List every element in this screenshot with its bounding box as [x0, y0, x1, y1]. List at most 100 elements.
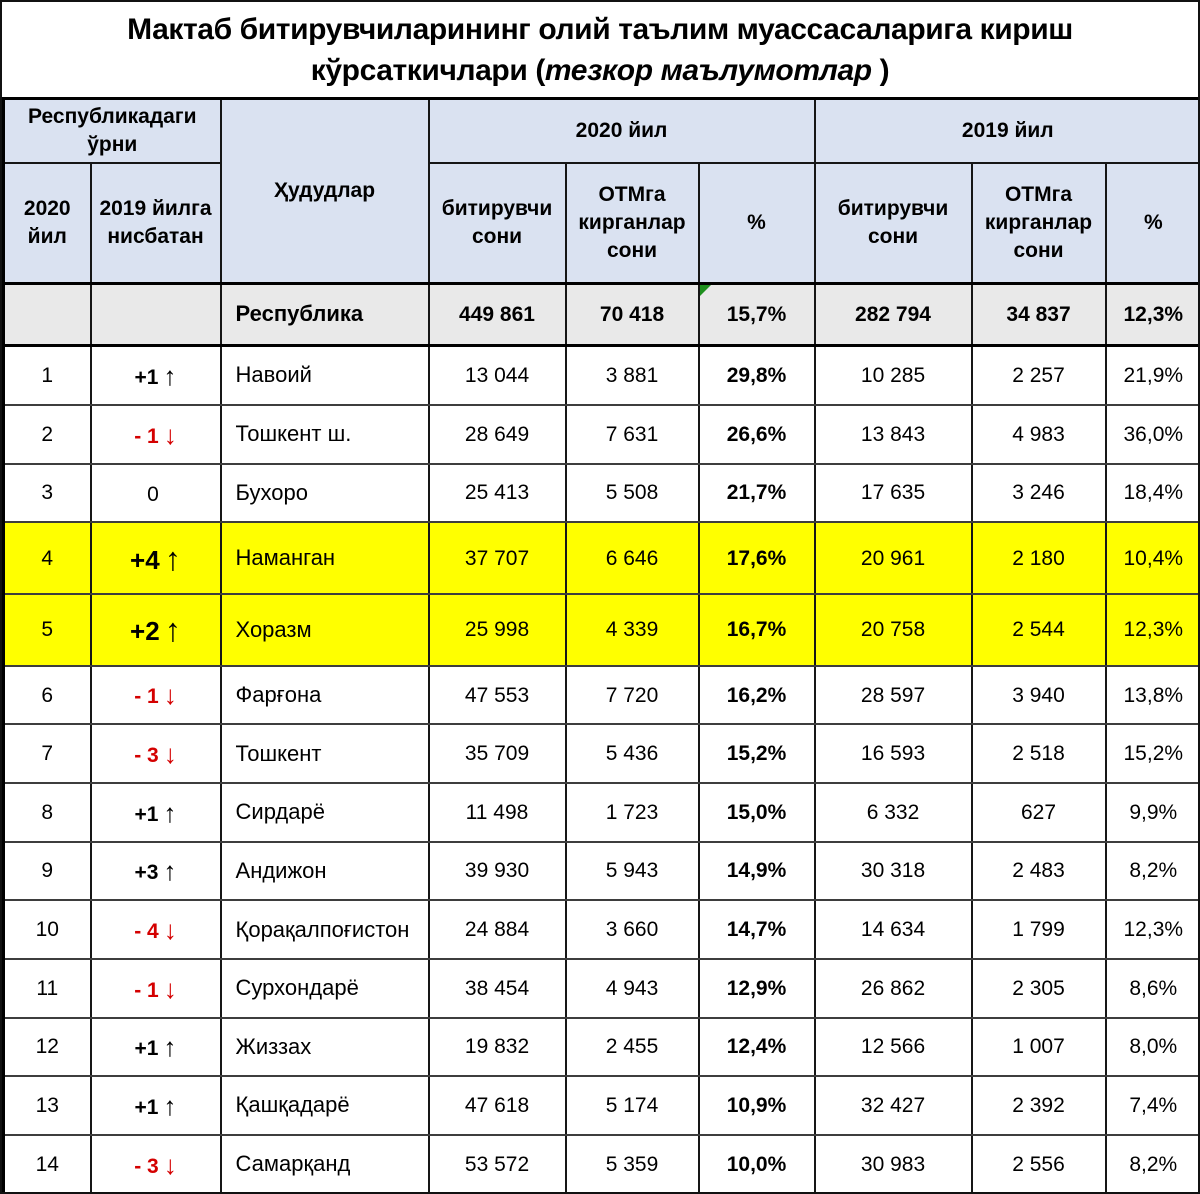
page-title: Мактаб битирувчиларининг олий таълим муа…	[2, 2, 1198, 97]
graduates-2019-cell: 20 961	[813, 521, 973, 596]
graduates-2019-cell: 13 843	[813, 404, 973, 465]
table-row: 1 +1 ↑ Навоий 13 044 3 881 29,8% 10 285 2…	[2, 344, 1198, 407]
graduates-2019-cell: 6 332	[813, 782, 973, 843]
summary-admitted-2019-cell: 34 837	[970, 282, 1107, 347]
graduates-2019-cell: 16 593	[813, 723, 973, 785]
summary-percent-2019-cell: 12,3%	[1104, 282, 1198, 347]
graduates-2020-cell: 25 413	[427, 462, 567, 524]
graduates-2019-cell: 20 758	[813, 593, 973, 667]
change-arrow-icon: ↓	[163, 680, 177, 711]
header-year-2020: 2020 йил	[427, 97, 816, 164]
table-row: 5 +2 ↑ Хоразм 25 998 4 339 16,7% 20 758 2…	[2, 593, 1198, 667]
change-cell: 0	[89, 462, 222, 524]
change-value: +1	[134, 1037, 159, 1061]
summary-region-cell: Республика	[219, 282, 430, 347]
percent-2019-cell: 15,2%	[1104, 723, 1198, 785]
region-cell: Тошкент	[219, 723, 430, 785]
change-arrow-icon: ↑	[164, 612, 181, 649]
percent-2019-cell: 21,9%	[1104, 344, 1198, 407]
change-arrow-icon: ↑	[163, 360, 177, 391]
table-row: 10 - 4 ↓ Қорақалпоғистон 24 884 3 660 14,…	[2, 899, 1198, 961]
region-cell: Қашқадарё	[219, 1075, 430, 1136]
summary-graduates-2019-cell: 282 794	[813, 282, 973, 347]
percent-2020-cell: 15,0%	[697, 782, 816, 843]
change-cell: +2 ↑	[89, 593, 222, 667]
percent-2019-cell: 10,4%	[1104, 521, 1198, 596]
summary-graduates-2020-cell: 449 861	[427, 282, 567, 347]
change-cell: +1 ↑	[89, 1075, 222, 1136]
percent-2019-cell: 12,3%	[1104, 899, 1198, 961]
change-cell: +4 ↑	[89, 521, 222, 596]
graduates-2019-cell: 17 635	[813, 462, 973, 524]
table-row: 13 +1 ↑ Қашқадарё 47 618 5 174 10,9% 32 4…	[2, 1075, 1198, 1136]
change-cell: - 1 ↓	[89, 404, 222, 465]
rank-cell: 13	[2, 1075, 92, 1136]
summary-rank-2019-cell	[89, 282, 222, 347]
admitted-2020-cell: 4 943	[564, 958, 700, 1019]
graduates-2019-cell: 32 427	[813, 1075, 973, 1136]
percent-2020-cell: 16,7%	[697, 593, 816, 667]
stats-table: Республикадаги ўрни Ҳудудлар 2020 йил 20…	[2, 97, 1198, 1192]
rank-cell: 12	[2, 1016, 92, 1078]
header-percent-2020: %	[697, 161, 816, 285]
change-value: +2	[130, 616, 160, 647]
table-row: 12 +1 ↑ Жиззах 19 832 2 455 12,4% 12 566 …	[2, 1016, 1198, 1078]
header-year-2019: 2019 йил	[813, 97, 1198, 164]
rank-cell: 2	[2, 404, 92, 465]
change-value: +3	[134, 861, 159, 885]
admitted-2020-cell: 5 436	[564, 723, 700, 785]
region-cell: Андижон	[219, 840, 430, 902]
percent-2020-cell: 21,7%	[697, 462, 816, 524]
percent-2019-cell: 7,4%	[1104, 1075, 1198, 1136]
admitted-2019-cell: 2 257	[970, 344, 1107, 407]
graduates-2019-cell: 30 318	[813, 840, 973, 902]
percent-2019-cell: 9,9%	[1104, 782, 1198, 843]
rank-cell: 10	[2, 899, 92, 961]
change-arrow-icon: ↓	[163, 914, 177, 945]
rank-cell: 4	[2, 521, 92, 596]
graduates-2020-cell: 53 572	[427, 1133, 567, 1192]
change-value: +1	[134, 802, 159, 826]
table-row: 14 - 3 ↓ Самарқанд 53 572 5 359 10,0% 30 …	[2, 1133, 1198, 1192]
region-cell: Фарғона	[219, 664, 430, 726]
table-row: 11 - 1 ↓ Сурхондарё 38 454 4 943 12,9% 26…	[2, 958, 1198, 1019]
admitted-2020-cell: 4 339	[564, 593, 700, 667]
percent-2019-cell: 18,4%	[1104, 462, 1198, 524]
change-cell: +3 ↑	[89, 840, 222, 902]
graduates-2020-cell: 38 454	[427, 958, 567, 1019]
change-value: 0	[147, 483, 159, 507]
change-cell: - 3 ↓	[89, 723, 222, 785]
percent-2019-cell: 13,8%	[1104, 664, 1198, 726]
header-admitted-2020: ОТМга кирганлар сони	[564, 161, 700, 285]
change-value: - 4	[134, 919, 159, 943]
table-row: 4 +4 ↑ Наманган 37 707 6 646 17,6% 20 961…	[2, 521, 1198, 596]
graduates-2020-cell: 47 618	[427, 1075, 567, 1136]
region-cell: Самарқанд	[219, 1133, 430, 1192]
admitted-2019-cell: 1 007	[970, 1016, 1107, 1078]
summary-admitted-2020-cell: 70 418	[564, 282, 700, 347]
percent-2019-cell: 8,2%	[1104, 1133, 1198, 1192]
percent-2019-cell: 12,3%	[1104, 593, 1198, 667]
percent-2020-cell: 12,9%	[697, 958, 816, 1019]
admitted-2019-cell: 2 483	[970, 840, 1107, 902]
region-cell: Қорақалпоғистон	[219, 899, 430, 961]
region-cell: Тошкент ш.	[219, 404, 430, 465]
percent-2019-cell: 8,2%	[1104, 840, 1198, 902]
change-arrow-icon: ↑	[163, 1090, 177, 1121]
graduates-2020-cell: 25 998	[427, 593, 567, 667]
rank-cell: 3	[2, 462, 92, 524]
header-regions: Ҳудудлар	[219, 97, 430, 285]
header-percent-2019: %	[1104, 161, 1198, 285]
change-arrow-icon: ↓	[163, 419, 177, 450]
change-value: - 3	[134, 744, 159, 768]
rank-cell: 6	[2, 664, 92, 726]
region-cell: Бухоро	[219, 462, 430, 524]
admitted-2019-cell: 2 305	[970, 958, 1107, 1019]
change-arrow-icon: ↑	[163, 797, 177, 828]
header-rank-2019: 2019 йилга нисбатан	[89, 161, 222, 285]
table-body: Республика 449 861 70 418 15,7% 282 794 …	[2, 282, 1198, 1192]
admitted-2019-cell: 2 180	[970, 521, 1107, 596]
percent-2020-cell: 17,6%	[697, 521, 816, 596]
change-cell: +1 ↑	[89, 1016, 222, 1078]
